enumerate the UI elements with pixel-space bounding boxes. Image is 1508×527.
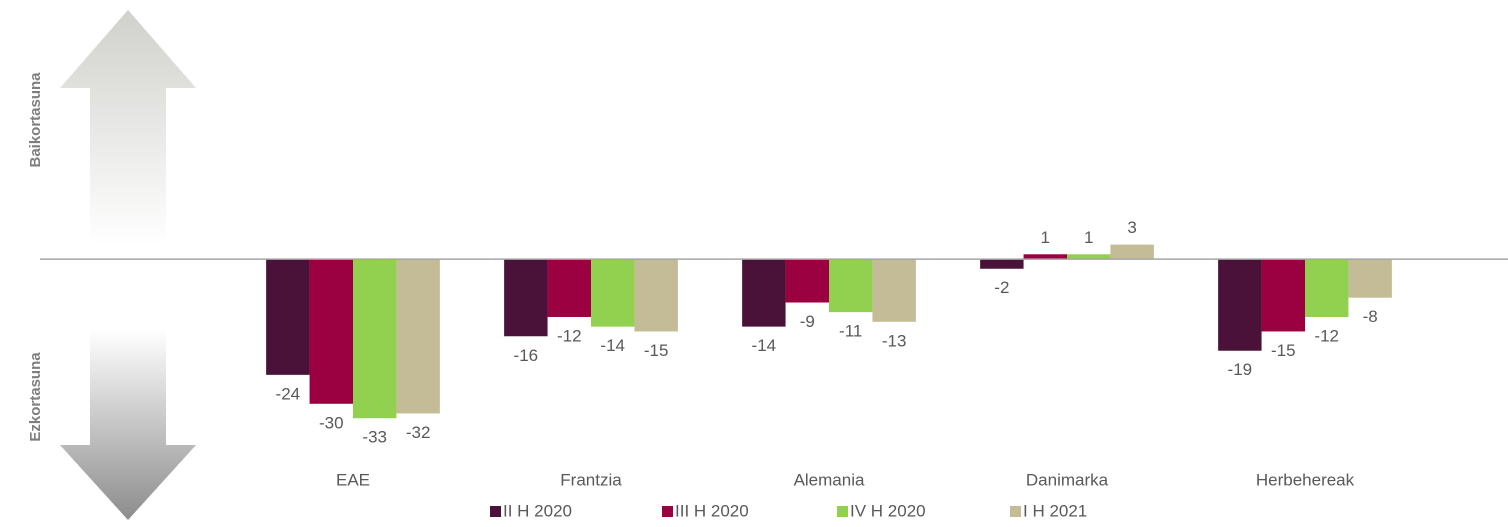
up-arrow <box>60 10 196 245</box>
value-label: 1 <box>1084 228 1093 247</box>
legend-swatch <box>662 506 673 517</box>
bar <box>1110 244 1154 260</box>
bar <box>742 259 786 327</box>
legend-swatch <box>837 506 848 517</box>
legend-label: II H 2020 <box>503 501 572 520</box>
x-tick-label: EAE <box>336 470 370 489</box>
bar <box>1348 259 1392 298</box>
bar <box>872 259 916 322</box>
legend-swatch <box>490 506 501 517</box>
x-tick-label: Danimarka <box>1026 470 1109 489</box>
value-label: -19 <box>1228 360 1253 379</box>
y-label-bottom: Ezkortasuna <box>27 352 44 442</box>
legend-swatch <box>1010 506 1021 517</box>
x-tick-label: Herbehereak <box>1256 470 1355 489</box>
value-label: -30 <box>319 413 344 432</box>
legend-label: I H 2021 <box>1023 501 1087 520</box>
bar <box>396 259 440 414</box>
value-label: -24 <box>276 384 301 403</box>
value-label: -11 <box>839 322 862 341</box>
bar <box>1023 254 1067 260</box>
value-label: 1 <box>1041 228 1050 247</box>
x-tick-label: Alemania <box>794 470 865 489</box>
bar <box>353 259 397 419</box>
bar <box>547 259 591 317</box>
value-label: -33 <box>362 428 387 447</box>
legend-label: IV H 2020 <box>850 501 926 520</box>
bar <box>1067 254 1111 260</box>
bar <box>309 259 353 404</box>
bar <box>829 259 873 313</box>
value-label: -14 <box>752 336 777 355</box>
bar <box>1261 259 1305 332</box>
value-label: -8 <box>1363 307 1378 326</box>
value-label: -2 <box>994 278 1009 297</box>
value-label: -15 <box>1271 341 1296 360</box>
value-label: -16 <box>514 346 539 365</box>
legend-label: III H 2020 <box>675 501 749 520</box>
value-label: -12 <box>557 326 582 345</box>
value-label: -32 <box>406 423 431 442</box>
bar <box>1218 259 1262 351</box>
down-arrow <box>60 330 196 520</box>
y-label-top: Baikortasuna <box>27 72 44 168</box>
bar <box>1305 259 1349 317</box>
bar <box>504 259 548 337</box>
x-tick-label: Frantzia <box>560 470 622 489</box>
bar <box>634 259 678 332</box>
value-label: -15 <box>644 341 669 360</box>
bar <box>266 259 310 375</box>
bar <box>591 259 635 327</box>
value-label: 3 <box>1127 218 1136 237</box>
bar <box>785 259 829 303</box>
bar <box>980 259 1024 269</box>
value-label: -13 <box>882 331 907 350</box>
value-label: -12 <box>1314 326 1339 345</box>
value-label: -14 <box>600 336 625 355</box>
value-label: -9 <box>800 312 815 331</box>
